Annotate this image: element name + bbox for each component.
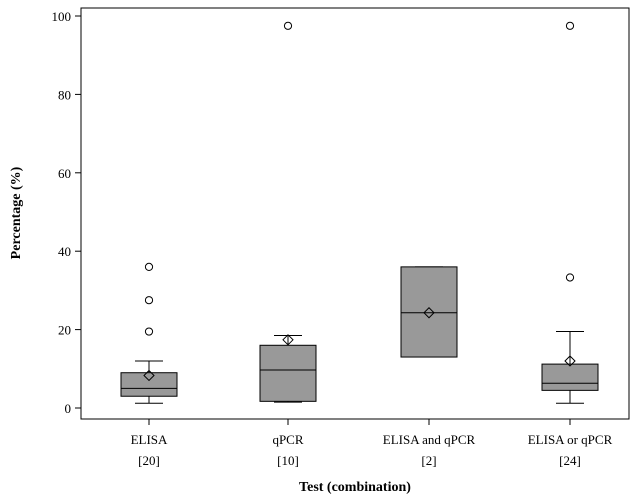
- x-tick-count-label: [20]: [138, 453, 160, 468]
- iqr-box: [400, 266, 458, 358]
- x-tick-count-label: [2]: [421, 453, 436, 468]
- y-tick-label: 100: [52, 9, 72, 24]
- box-3: [400, 266, 458, 358]
- outlier-point: [283, 21, 293, 30]
- plot-frame: [80, 7, 630, 420]
- box-1: [120, 262, 178, 404]
- outlier-point: [565, 21, 575, 30]
- mean-diamond: [423, 307, 435, 319]
- x-tick-count-label: [24]: [559, 453, 581, 468]
- y-tick-label: 40: [58, 244, 71, 259]
- box-4: [541, 21, 599, 404]
- mean-diamond: [282, 334, 294, 346]
- iqr-box: [541, 363, 599, 391]
- y-axis: 0 20 40 60 80 100: [52, 9, 81, 416]
- x-tick-label: ELISA or qPCR: [528, 432, 613, 447]
- x-axis: ELISA [20] qPCR [10] ELISA and qPCR [2] ELISA …: [131, 419, 613, 468]
- box-series: [120, 21, 599, 404]
- outlier-point: [565, 273, 575, 282]
- y-axis-label: Percentage (%): [9, 166, 24, 259]
- mean-diamond: [143, 369, 155, 382]
- y-tick-label: 60: [58, 166, 71, 181]
- x-tick-label: ELISA and qPCR: [383, 432, 476, 447]
- outlier-point: [144, 262, 154, 271]
- y-tick-label: 80: [58, 87, 71, 102]
- x-tick-label: ELISA: [131, 432, 168, 447]
- x-tick-count-label: [10]: [277, 453, 299, 468]
- iqr-box: [259, 344, 317, 402]
- x-tick-label: qPCR: [272, 432, 303, 447]
- x-axis-label: Test (combination): [299, 480, 411, 495]
- y-tick-label: 0: [65, 401, 72, 416]
- outlier-point: [144, 296, 154, 305]
- y-tick-label: 20: [58, 323, 71, 338]
- outlier-point: [144, 327, 154, 336]
- iqr-box: [120, 372, 178, 397]
- box-2: [259, 21, 317, 403]
- mean-diamond: [564, 355, 576, 367]
